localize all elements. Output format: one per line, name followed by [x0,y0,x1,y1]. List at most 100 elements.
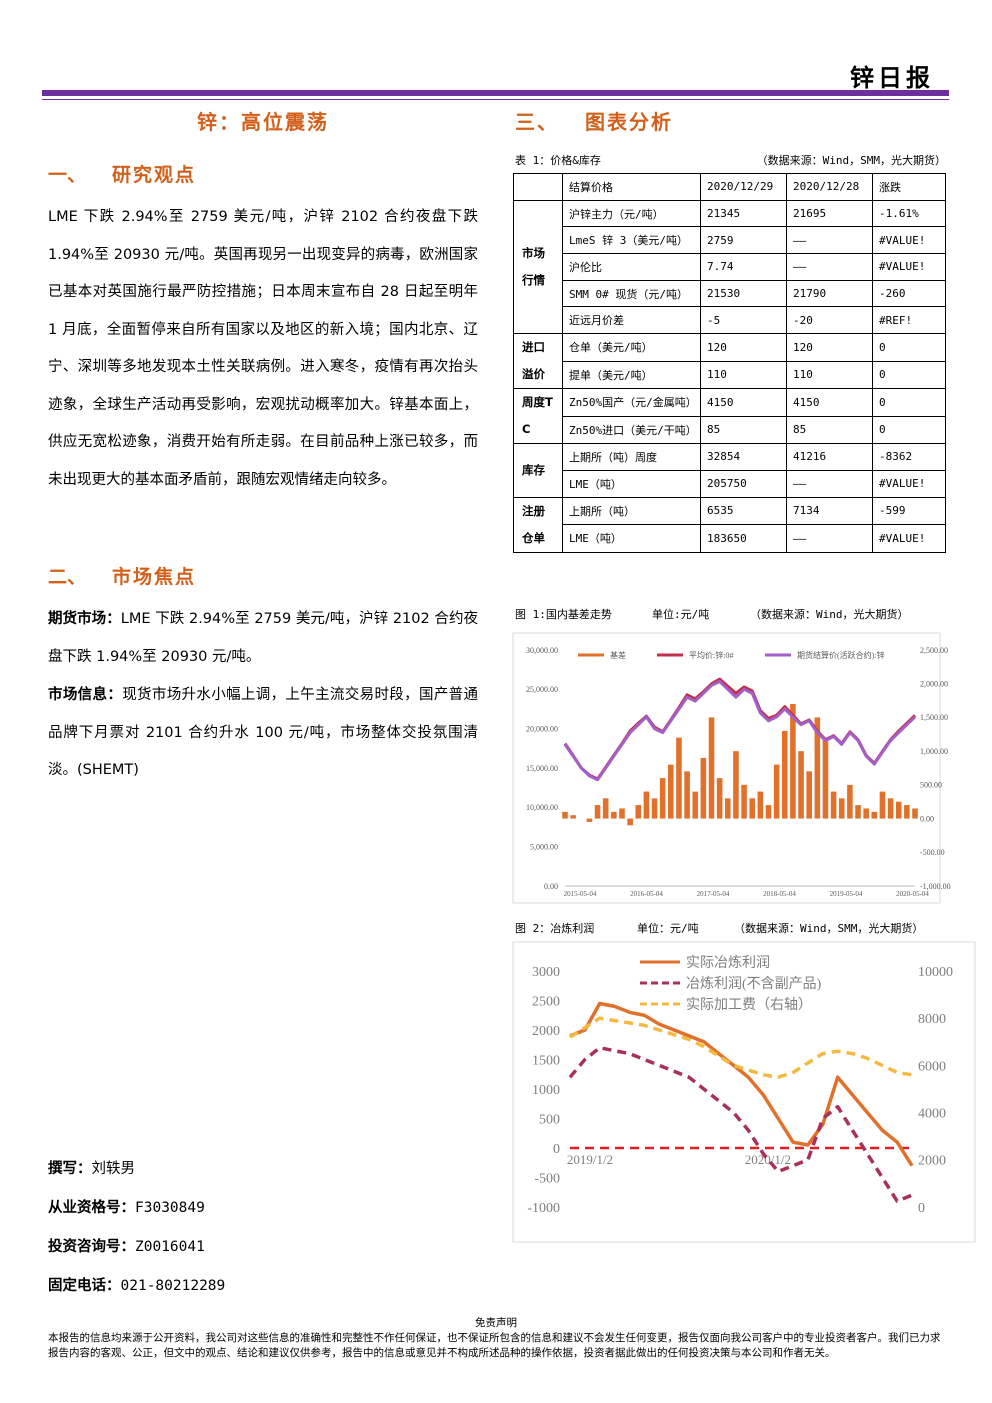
section-number: 一、 [48,164,87,186]
cell: 上期所（吨）周度 [562,443,701,471]
cell: 21790 [786,279,873,308]
bar [741,784,747,819]
y2-tick-label: 6000 [918,1059,946,1074]
bar [651,798,658,819]
bar [562,811,568,819]
cell: #VALUE! [872,253,946,281]
cell: 21530 [700,279,787,308]
cell: —— [786,226,873,255]
bar [895,801,902,819]
bar [757,791,764,819]
bar [635,805,642,819]
figure-caption: 图 2：冶炼利润 [515,922,595,935]
item-label: 市场信息： [48,687,123,703]
cell: 41216 [786,443,873,471]
legend-label: 期货结算价(活跃合约):锌 [797,650,885,660]
group-label: 库存 [513,443,563,498]
table-row: 注册仓单 上期所（吨） 6535 7134 -599 [513,496,946,553]
section-number: 二、 [48,566,87,588]
y-tick-label: 1500 [532,1053,560,1068]
cell: -260 [872,279,946,308]
cell: 0 [872,360,946,390]
bar [887,798,894,819]
report-title: 锌日报 [850,63,934,92]
cell: 120 [786,333,873,362]
x-tick-label: 2019/1/2 [567,1152,613,1167]
legend-label: 实际冶炼利润 [686,955,770,971]
cell: 183650 [700,524,787,553]
bar [676,737,682,819]
cell: 0 [872,415,946,445]
cell: —— [786,253,873,281]
header-cell: 涨跌 [872,173,946,201]
legend-label: 冶炼利润(不含副产品) [686,976,822,992]
x-tick-label: 2017-05-04 [697,890,730,898]
section-heading: 二、 市场焦点 [48,562,196,589]
y-tick-label: 30,000.00 [526,646,558,655]
author-line: 固定电话：021-80212289 [48,1274,225,1295]
bar [855,805,861,819]
cell: Zn50%国产（元/金属吨） [562,388,701,417]
x-tick-label: 2015-05-04 [564,890,597,898]
paragraph: 市场信息：现货市场升水小幅上调，上午主流交易时段，国产普通品牌下月票对 2101… [48,677,478,790]
cell: LME（吨） [562,524,701,553]
cell: 上期所（吨） [562,496,701,525]
y-tick-label: -1000 [527,1201,560,1216]
cell: 4150 [700,388,787,417]
table-row: 周度TC Zn50%国产（元/金属吨） 4150 4150 0 [513,388,946,445]
cell: 205750 [700,469,787,498]
bar [847,784,853,819]
bar [716,778,723,819]
cell: 110 [700,360,787,390]
cell: LmeS 锌 3（美元/吨） [562,226,701,255]
author-value: F3030849 [135,1200,205,1216]
cell: 21695 [786,199,873,228]
section-title: 图表分析 [585,110,673,134]
y-tick-label: 0.00 [544,882,558,891]
y2-tick-label: 2,000.00 [920,680,948,689]
bar [700,757,707,819]
y2-tick-label: -500.00 [920,848,945,857]
bar [570,815,576,819]
main-title: 锌：高位震荡 [197,110,329,134]
cell: 近远月价差 [562,306,701,335]
author-label: 撰写： [48,1161,92,1177]
chart-frame [512,941,976,1243]
bar [879,791,886,819]
bar [790,703,796,819]
table-row: 进口溢价 仓单（美元/吨） 120 120 0 [513,333,946,390]
figure-caption: 图 1:国内基差走势 [515,608,612,621]
cell: 85 [700,415,787,445]
author-value: Z0016041 [135,1239,205,1255]
price-table: 结算价格 2020/12/29 2020/12/28 涨跌 市场行情 沪锌主力（元/吨） 2… [513,173,946,553]
cell: -5 [700,306,787,335]
y-tick-label: 20,000.00 [526,724,558,733]
cell: 6535 [700,496,787,525]
bar [659,778,666,819]
cell: LME（吨） [562,469,701,498]
figure-unit: 单位:元/吨 [652,608,710,621]
y2-tick-label: 1,500.00 [920,713,948,722]
y-tick-label: 15,000.00 [526,764,558,773]
bar [912,808,918,819]
cell: #REF! [872,306,946,335]
table-row: Zn50%进口（美元/干吨） 85 85 0 [514,415,946,445]
y-tick-label: -500 [534,1171,560,1186]
table-row: 沪伦比 7.74 —— #VALUE! [514,253,946,281]
bar [904,805,910,819]
cell: #VALUE! [872,469,946,498]
bar [602,798,609,819]
bar [806,771,812,819]
cell: 0 [872,333,946,362]
cell: 2759 [700,226,787,255]
figure-unit: 单位：元/吨 [637,922,699,935]
bar [830,791,837,819]
cell: -1.61% [872,199,946,228]
x-tick-label: 2020-05-04 [896,890,929,898]
bar [773,764,780,819]
author-value: 刘轶男 [91,1161,136,1177]
table-header-row: 结算价格 2020/12/29 2020/12/28 涨跌 [513,173,946,201]
figure-source: （数据来源：Wind，光大期货） [750,608,909,621]
